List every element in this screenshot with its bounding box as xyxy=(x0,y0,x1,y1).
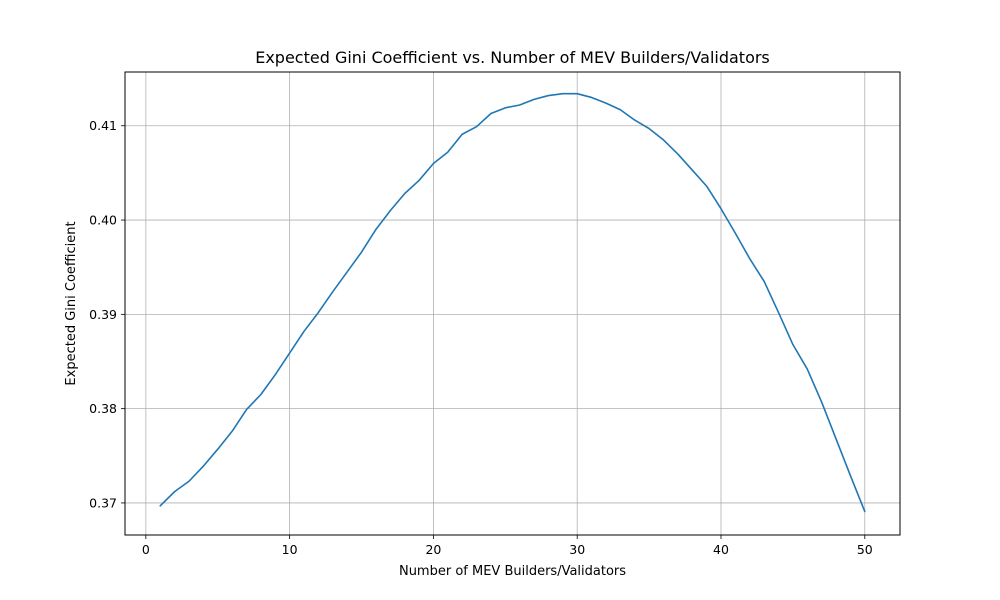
x-tick-label: 10 xyxy=(282,542,298,557)
x-tick-label: 50 xyxy=(857,542,873,557)
y-tick-label: 0.38 xyxy=(89,401,117,416)
x-tick-label: 30 xyxy=(569,542,585,557)
x-axis-label: Number of MEV Builders/Validators xyxy=(399,564,626,579)
x-tick-label: 20 xyxy=(425,542,441,557)
grid xyxy=(125,72,900,535)
axis-ticks: 0 10 20 30 40 50 0.37 0.38 0.39 0.40 0.41 xyxy=(89,118,873,557)
chart-title: Expected Gini Coefficient vs. Number of … xyxy=(255,48,770,67)
y-tick-label: 0.39 xyxy=(89,307,117,322)
x-tick-label: 0 xyxy=(142,542,150,557)
y-tick-label: 0.37 xyxy=(89,495,117,510)
series-line xyxy=(159,92,866,513)
plot-frame xyxy=(124,71,901,536)
x-tick-label: 40 xyxy=(713,542,729,557)
y-tick-label: 0.41 xyxy=(89,118,117,133)
y-tick-label: 0.40 xyxy=(89,213,117,228)
y-axis-label: Expected Gini Coefficient xyxy=(64,221,79,385)
